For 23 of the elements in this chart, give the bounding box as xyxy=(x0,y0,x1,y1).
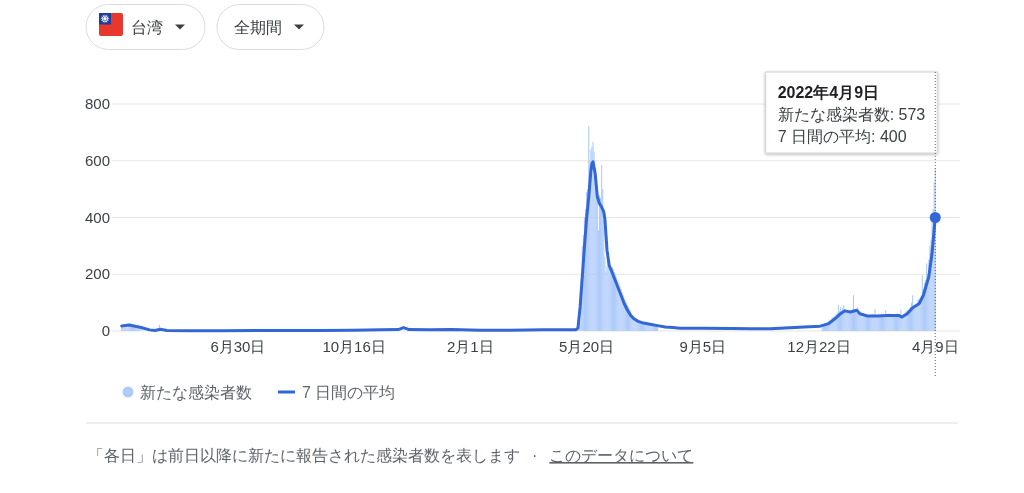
legend-item: 新たな感染者数 xyxy=(122,383,252,401)
legend-label: 7 日間の平均 xyxy=(302,383,396,401)
note: 「各日」は前日以降に新たに報告された感染者数を表します xyxy=(88,447,520,464)
x-tick-label: 2月1日 xyxy=(447,338,494,355)
tooltip-value: 7 日間の平均: 400 xyxy=(777,128,907,145)
y-tick-label: 200 xyxy=(84,265,110,283)
x-tick-label: 9月5日 xyxy=(679,338,727,355)
x-tick-label: 12月22日 xyxy=(787,338,851,355)
x-tick-label: 6月30日 xyxy=(210,338,266,355)
tooltip-value: 新たな感染者数: 573 xyxy=(777,106,926,123)
y-tick-label: 600 xyxy=(84,151,110,169)
y-tick-label: 800 xyxy=(84,95,110,112)
legend-item: 7 日間の平均 xyxy=(278,383,396,401)
control-dropdown: 台湾 xyxy=(85,4,206,50)
x-tick-label: 5月20日 xyxy=(559,338,615,355)
note: · xyxy=(532,447,538,464)
x-tick-label: 4月9日 xyxy=(911,338,959,355)
tooltip-date: 2022年4月9日 xyxy=(777,84,880,101)
link: このデータについて xyxy=(549,447,694,464)
control-dropdown: 全期間 xyxy=(216,4,325,50)
y-tick-label: 400 xyxy=(84,208,110,226)
x-tick-label: 10月16日 xyxy=(322,338,386,355)
y-tick-label: 0 xyxy=(101,322,110,339)
